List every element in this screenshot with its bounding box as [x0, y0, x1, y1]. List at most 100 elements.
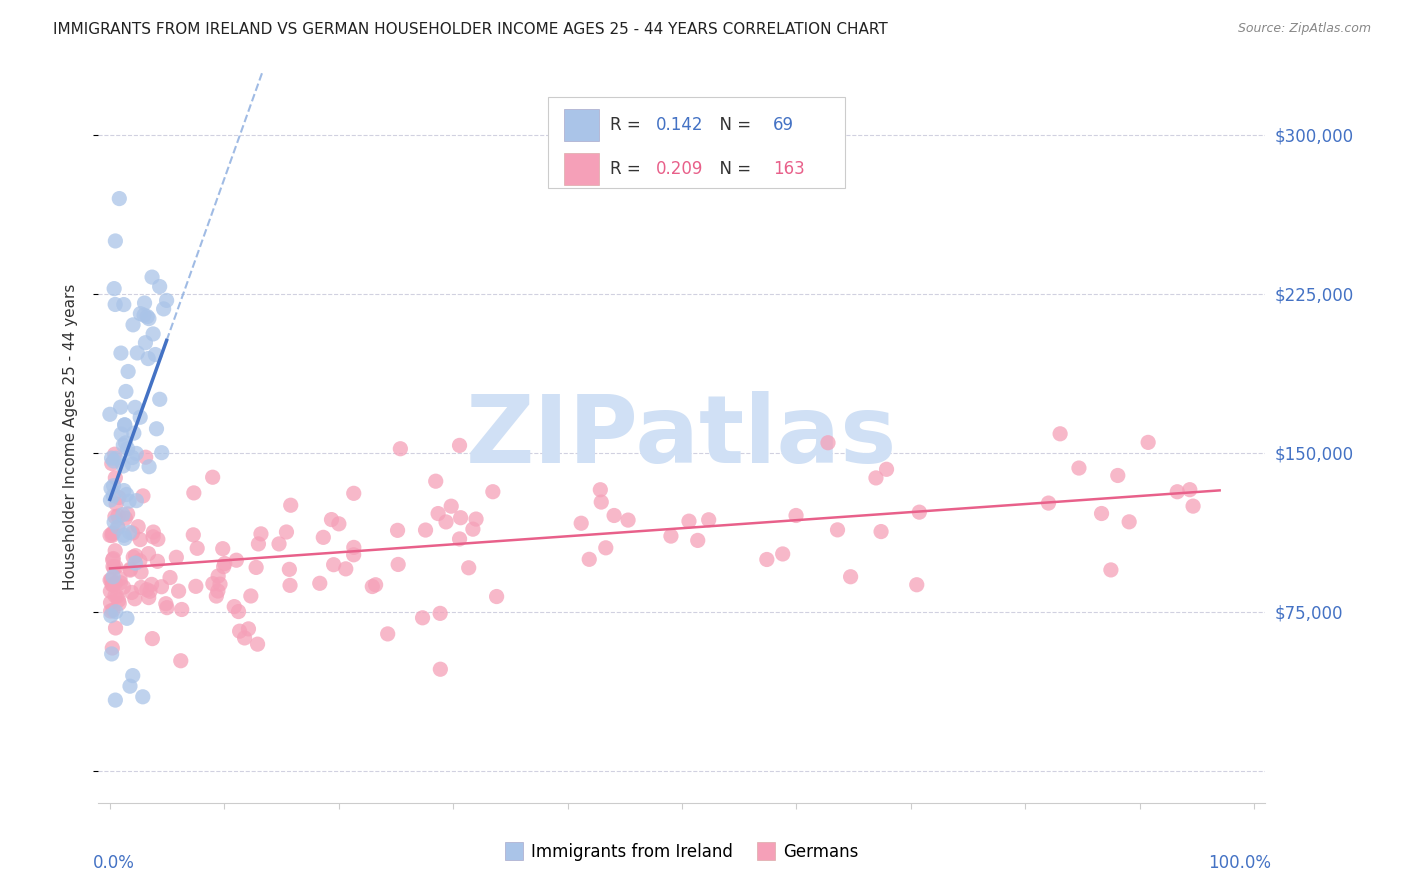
Point [111, 508, 134, 522]
Text: N =: N = [709, 116, 756, 134]
Point [387, 558, 409, 572]
Point [482, 484, 505, 499]
Point [150, 445, 173, 459]
Point [112, 438, 135, 452]
Text: 0.142: 0.142 [657, 116, 704, 134]
Point [121, 526, 143, 541]
Point [120, 562, 142, 576]
Point [152, 301, 174, 316]
Point [121, 668, 143, 682]
Point [100, 584, 122, 599]
Point [1090, 507, 1112, 521]
Point [114, 531, 136, 545]
Point [267, 537, 290, 551]
Point [118, 494, 141, 508]
Point [135, 450, 157, 465]
Point [772, 547, 794, 561]
Point [132, 308, 155, 322]
Point [278, 562, 301, 576]
Point [101, 457, 124, 471]
Point [440, 499, 463, 513]
Point [201, 576, 224, 591]
Point [139, 584, 162, 599]
Point [150, 580, 173, 594]
Point [211, 541, 233, 556]
Point [186, 541, 208, 556]
Point [105, 497, 128, 511]
Point [104, 297, 127, 311]
Text: 0.0%: 0.0% [93, 854, 135, 872]
Point [104, 589, 127, 603]
Point [134, 335, 156, 350]
Point [110, 400, 132, 414]
Point [429, 607, 451, 621]
Point [104, 560, 127, 574]
Point [141, 270, 163, 285]
Legend: Immigrants from Ireland, Germans: Immigrants from Ireland, Germans [499, 837, 865, 868]
Point [100, 481, 122, 495]
Point [343, 548, 366, 562]
Point [138, 311, 160, 326]
Point [129, 581, 152, 595]
Text: N =: N = [709, 160, 756, 178]
Point [103, 454, 125, 468]
Point [184, 579, 207, 593]
Point [659, 529, 682, 543]
Point [138, 547, 160, 561]
Point [228, 624, 250, 639]
Point [449, 532, 471, 546]
Point [138, 591, 160, 605]
Point [108, 192, 131, 206]
Point [1182, 499, 1205, 513]
Point [101, 640, 124, 655]
Point [100, 596, 122, 610]
Point [1166, 484, 1188, 499]
Point [129, 410, 152, 425]
Point [155, 597, 177, 611]
Point [155, 293, 177, 308]
Point [250, 527, 273, 541]
Point [225, 553, 247, 567]
Point [107, 508, 129, 523]
Point [103, 282, 125, 296]
Point [98, 573, 121, 587]
Point [103, 478, 125, 492]
Point [1118, 515, 1140, 529]
Point [141, 577, 163, 591]
Point [276, 524, 298, 539]
Text: 0.209: 0.209 [657, 160, 703, 178]
Y-axis label: Householder Income Ages 25 - 44 years: Householder Income Ages 25 - 44 years [63, 284, 77, 591]
Point [876, 462, 898, 476]
Point [103, 551, 125, 566]
Point [121, 450, 143, 465]
Point [124, 549, 146, 563]
Point [104, 605, 127, 619]
Point [122, 426, 145, 441]
Point [247, 537, 270, 551]
Point [427, 507, 450, 521]
Point [124, 591, 146, 606]
Point [100, 604, 122, 618]
Point [335, 562, 357, 576]
Point [686, 533, 709, 548]
Point [578, 552, 600, 566]
Point [207, 569, 229, 583]
Point [839, 570, 862, 584]
Point [212, 559, 235, 574]
Point [135, 582, 157, 597]
Point [121, 457, 143, 471]
Point [214, 557, 236, 571]
Text: ZIPatlas: ZIPatlas [467, 391, 897, 483]
Point [115, 384, 138, 399]
Point [205, 589, 228, 603]
Point [1099, 563, 1122, 577]
Point [134, 296, 156, 310]
Point [107, 593, 129, 607]
Point [101, 570, 124, 584]
Point [569, 516, 592, 531]
Text: 163: 163 [773, 160, 804, 178]
Point [120, 563, 142, 577]
Point [101, 577, 124, 591]
Text: R =: R = [610, 116, 645, 134]
Point [104, 543, 127, 558]
